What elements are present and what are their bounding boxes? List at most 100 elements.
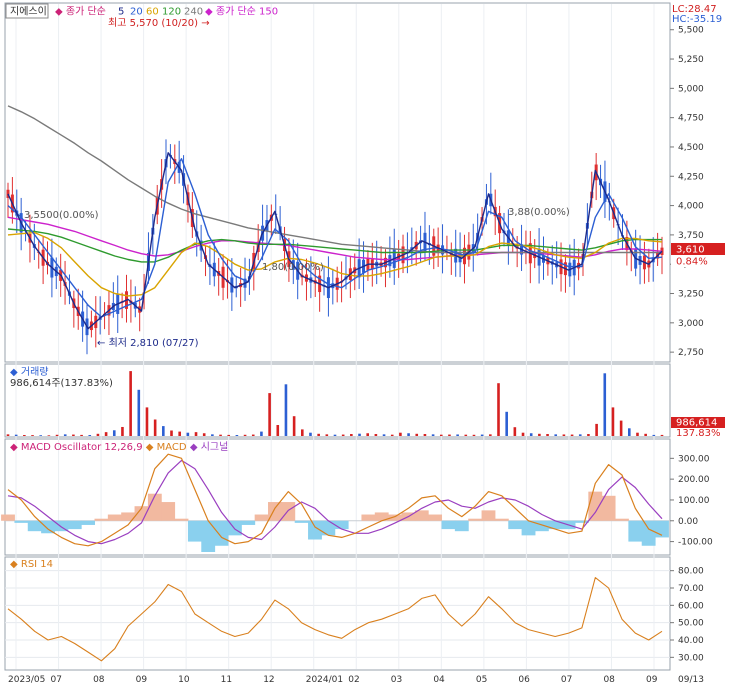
- x-axis-label: 10: [178, 675, 190, 685]
- macd-oscillator-bar: [628, 520, 643, 542]
- rsi-tick-label: 30.00: [678, 653, 704, 663]
- volume-bar: [31, 435, 34, 436]
- volume-current-pct: 137.83%: [676, 428, 721, 439]
- ma60-legend: 60: [146, 7, 159, 18]
- volume-bar: [104, 432, 108, 436]
- macd-oscillator-bar: [54, 520, 69, 532]
- grid-lines: [5, 4, 670, 669]
- volume-bar: [415, 433, 419, 436]
- rsi-tick-label: 70.00: [678, 584, 704, 594]
- volume-panel[interactable]: [4, 363, 671, 438]
- axis-labels: 5,500 5,250 5,000 4,750 4,500 4,250 4,000 3,750…: [8, 26, 713, 685]
- volume-bar: [464, 434, 468, 436]
- x-axis-label: 09: [646, 675, 658, 685]
- volume-bar: [80, 434, 83, 436]
- lc-readout: LC:28.47: [672, 4, 717, 15]
- price-tick-label: 5,000: [678, 84, 704, 94]
- volume-bar: [211, 434, 214, 436]
- volume-bar: [235, 435, 239, 436]
- macd-oscillator-bar: [428, 514, 443, 521]
- volume-bar: [431, 434, 435, 436]
- macd-oscillator-bar: [67, 520, 82, 530]
- macd-oscillator-bar: [441, 520, 456, 530]
- volume-bar: [399, 432, 402, 436]
- volume-bar: [121, 426, 124, 436]
- volume-bar: [333, 434, 337, 436]
- price-tick-label: 3,750: [678, 231, 704, 241]
- price-tick-label: 2,750: [678, 348, 704, 358]
- macd-oscillator-bar: [334, 520, 349, 530]
- ma-line-20: [7, 157, 663, 318]
- volume-bar: [153, 419, 157, 436]
- volume-bar: [562, 434, 566, 436]
- change-pct: 0.84%: [676, 257, 708, 268]
- macd-tick-label: -100.00: [678, 538, 713, 548]
- macd-oscillator-bar: [201, 520, 216, 552]
- macd-tick-label: 300.00: [678, 454, 710, 464]
- ma-line-60: [7, 231, 663, 297]
- x-axis-label: 02: [348, 675, 359, 685]
- volume-value-line: 986,614주(137.83%): [10, 378, 113, 389]
- macd-tick-label: 100.00: [678, 496, 710, 506]
- volume-bar: [390, 434, 394, 436]
- volume-bar: [660, 434, 664, 436]
- volume-title: ◆ 거래량: [10, 366, 48, 378]
- x-axis-label: 2024/01: [306, 675, 343, 685]
- volume-bar: [374, 434, 378, 436]
- volume-bar: [538, 433, 541, 436]
- rsi-line: [7, 577, 663, 662]
- x-axis-label: 09: [136, 675, 148, 685]
- volume-bar: [325, 434, 329, 436]
- rsi-panel[interactable]: [4, 556, 671, 671]
- volume-bar: [366, 433, 369, 436]
- price-legend: 지에스이 ◆ 종가 단순 5 20 60 120 240 ◆ 종가 단순 150: [5, 3, 278, 19]
- volume-bar: [382, 434, 386, 436]
- volume-bar: [497, 383, 500, 436]
- macd-tick-label: 0.00: [678, 517, 698, 527]
- volume-bar: [358, 433, 361, 436]
- volume-bar: [55, 434, 59, 436]
- volume-bar: [260, 431, 263, 436]
- macd-oscillator-bar: [14, 520, 29, 523]
- volume-bar: [284, 384, 288, 436]
- change-pct-tag: [671, 256, 725, 267]
- volume-bar: [112, 430, 116, 436]
- macd-tick-label: 200.00: [678, 475, 710, 485]
- volume-plot: [6, 371, 664, 436]
- volume-bar: [636, 432, 639, 436]
- macd-oscillator-bar: [308, 520, 322, 540]
- price-tick-label: 4,750: [678, 114, 704, 124]
- candle-body: [6, 189, 10, 198]
- macd-oscillator-bar: [548, 520, 563, 530]
- ma20-legend: 20: [130, 7, 143, 18]
- macd-oscillator-bar: [174, 518, 189, 521]
- rsi-plot: [7, 577, 663, 662]
- volume-bar: [317, 433, 320, 436]
- x-axis-label: 03: [391, 675, 402, 685]
- macd-oscillator-bar: [107, 514, 122, 521]
- volume-bar: [456, 434, 459, 436]
- volume-bar: [652, 434, 656, 436]
- volume-bar: [268, 393, 271, 436]
- pct-annotation-a: 3,5500(0.00%): [24, 210, 99, 221]
- price-tick-label: 5,500: [678, 26, 704, 36]
- macd-oscillator-bar: [601, 495, 616, 521]
- volume-current-value: 986,614: [676, 418, 717, 429]
- volume-bar: [595, 423, 598, 436]
- macd-oscillator-bar: [454, 520, 469, 532]
- rsi-title: ◆ RSI 14: [10, 559, 53, 570]
- volume-bar: [276, 425, 280, 436]
- macd-oscillator-bar: [147, 493, 162, 521]
- volume-bar: [513, 427, 517, 436]
- volume-current-tag: [671, 417, 725, 428]
- high-annotation: 최고 5,570 (10/20) →: [108, 17, 210, 29]
- x-axis-label: 08: [603, 675, 615, 685]
- macd-oscillator-bar: [1, 514, 15, 521]
- stock-name-box[interactable]: [5, 3, 49, 19]
- price-tick-label: 4,000: [678, 202, 704, 212]
- macd-panel[interactable]: [4, 438, 671, 556]
- macd-oscillator-bar: [521, 520, 536, 536]
- volume-bar: [521, 432, 525, 436]
